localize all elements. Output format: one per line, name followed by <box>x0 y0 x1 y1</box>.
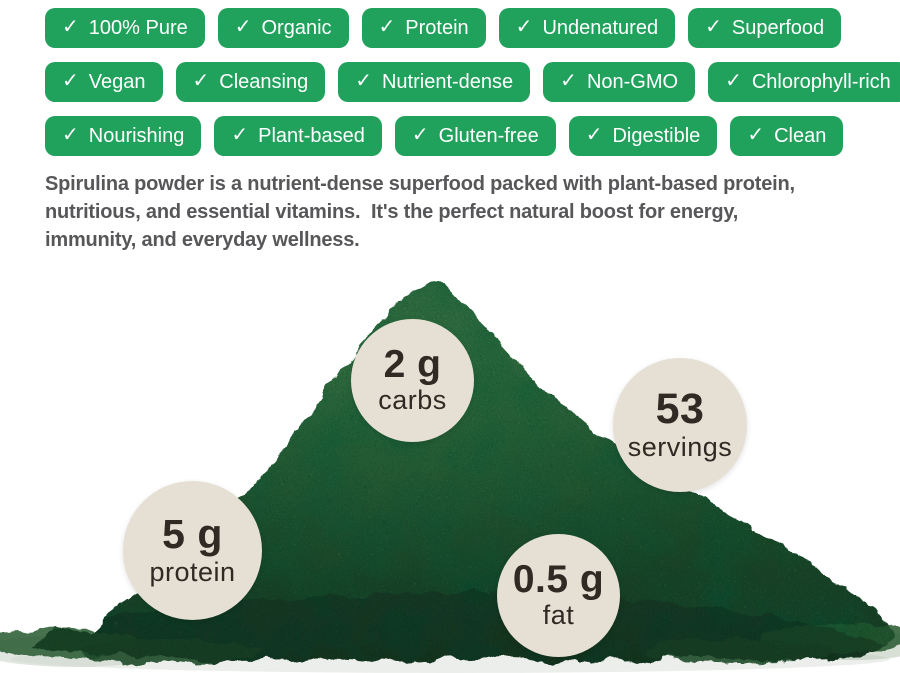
check-icon: ✓ <box>725 70 742 92</box>
stat-label: servings <box>627 432 733 463</box>
stat-label: protein <box>149 556 236 587</box>
badge-label: Vegan <box>88 70 146 93</box>
stat-label: fat <box>542 600 575 631</box>
powder-mound <box>0 281 900 663</box>
check-icon: ✓ <box>62 16 79 38</box>
badge-protein: ✓ Protein <box>361 8 486 48</box>
stat-circle-servings: 53 servings <box>613 358 747 492</box>
badge-label: Plant-based <box>258 124 365 147</box>
badge-cleansing: ✓ Cleansing <box>175 62 326 102</box>
badge-label: Digestible <box>612 124 701 147</box>
badge-gluten-free: ✓ Gluten-free <box>394 116 556 156</box>
badge-organic: ✓ Organic <box>217 8 349 48</box>
check-icon: ✓ <box>231 124 249 146</box>
badge-superfood: ✓ Superfood <box>688 8 842 48</box>
badge-100-pure: ✓ 100% Pure <box>45 8 205 48</box>
badge-label: Undenatured <box>542 16 659 39</box>
check-icon: ✓ <box>515 16 533 38</box>
badge-row-2: ✓ Vegan ✓ Cleansing ✓ Nutrient-dense ✓ N… <box>45 62 900 102</box>
description-line: nutritious, and essential vitamins. It's… <box>45 201 739 223</box>
check-icon: ✓ <box>234 16 252 38</box>
stat-value: 2 g <box>383 342 442 386</box>
check-icon: ✓ <box>585 124 603 146</box>
check-icon: ✓ <box>411 124 429 146</box>
spirulina-powder-pile-image <box>0 281 900 673</box>
badge-nourishing: ✓ Nourishing <box>45 116 202 156</box>
stat-label: carbs <box>378 385 447 416</box>
check-icon: ✓ <box>705 16 722 38</box>
stat-value: 0.5 g <box>512 557 605 601</box>
badge-label: Nutrient-dense <box>381 70 514 93</box>
check-icon: ✓ <box>747 124 765 146</box>
badge-label: Gluten-free <box>438 124 539 147</box>
badge-row-3: ✓ Nourishing ✓ Plant-based ✓ Gluten-free… <box>45 116 900 156</box>
badge-plant-based: ✓ Plant-based <box>214 116 382 156</box>
badge-undenatured: ✓ Undenatured <box>498 8 676 48</box>
stat-circle-fat: 0.5 g fat <box>497 534 620 657</box>
description-line: immunity, and everyday wellness. <box>45 229 360 251</box>
check-icon: ✓ <box>62 70 79 92</box>
badge-row-1: ✓ 100% Pure ✓ Organic ✓ Protein ✓ Undena… <box>45 8 900 48</box>
badge-label: Organic <box>261 16 332 39</box>
badge-label: Protein <box>405 16 469 39</box>
stat-value: 5 g <box>162 511 223 558</box>
badge-label: Clean <box>774 124 827 147</box>
badge-label: Non-GMO <box>586 70 679 93</box>
check-icon: ✓ <box>378 16 396 38</box>
badge-non-gmo: ✓ Non-GMO <box>543 62 696 102</box>
feature-badges: ✓ 100% Pure ✓ Organic ✓ Protein ✓ Undena… <box>45 8 900 156</box>
stat-circle-protein: 5 g protein <box>123 481 262 620</box>
check-icon: ✓ <box>560 70 577 92</box>
badge-label: Superfood <box>731 16 825 39</box>
badge-label: Nourishing <box>88 124 185 147</box>
stat-value: 53 <box>655 384 705 433</box>
badge-chlorophyll-rich: ✓ Chlorophyll-rich <box>708 62 900 102</box>
check-icon: ✓ <box>192 70 210 92</box>
description-line: Spirulina powder is a nutrient-dense sup… <box>45 173 795 195</box>
badge-vegan: ✓ Vegan <box>45 62 163 102</box>
badge-label: 100% Pure <box>88 16 188 39</box>
product-description: Spirulina powder is a nutrient-dense sup… <box>45 170 900 254</box>
badge-clean: ✓ Clean <box>730 116 844 156</box>
badge-digestible: ✓ Digestible <box>568 116 718 156</box>
stat-circle-carbs: 2 g carbs <box>351 319 474 442</box>
badge-label: Chlorophyll-rich <box>751 70 891 93</box>
badge-nutrient-dense: ✓ Nutrient-dense <box>338 62 531 102</box>
badge-label: Cleansing <box>219 70 309 93</box>
check-icon: ✓ <box>355 70 372 92</box>
check-icon: ✓ <box>62 124 79 146</box>
